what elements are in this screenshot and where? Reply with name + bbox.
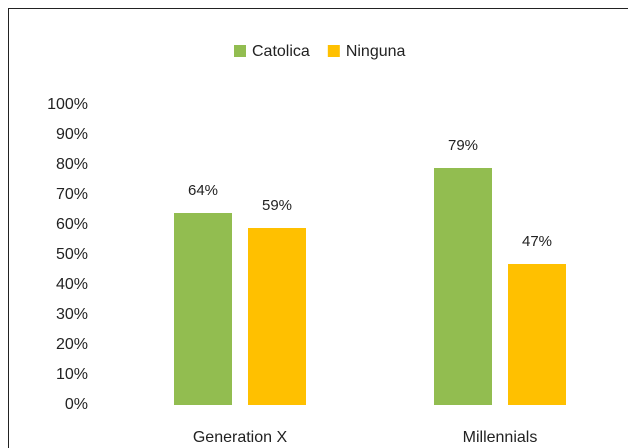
data-label: 79% — [448, 137, 478, 154]
legend-swatch — [327, 45, 340, 57]
x-tick-label: Millennials — [463, 429, 538, 446]
legend-swatch — [234, 45, 246, 57]
bar — [434, 168, 492, 405]
y-tick-label: 40% — [56, 276, 88, 293]
y-tick-label: 30% — [56, 306, 88, 323]
bar — [174, 213, 232, 405]
y-tick-label: 20% — [56, 336, 88, 353]
y-tick-label: 60% — [56, 216, 88, 233]
data-label: 59% — [262, 197, 292, 214]
bar — [508, 264, 566, 405]
y-tick-label: 50% — [56, 246, 88, 263]
y-tick-label: 0% — [65, 396, 88, 413]
y-tick-label: 70% — [56, 186, 88, 203]
legend-label: Ninguna — [346, 43, 406, 60]
y-tick-label: 10% — [56, 366, 88, 383]
x-tick-label: Generation X — [193, 429, 288, 446]
legend-label: Catolica — [252, 43, 310, 60]
y-tick-label: 90% — [56, 126, 88, 143]
y-tick-label: 80% — [56, 156, 88, 173]
bar — [248, 228, 306, 405]
y-tick-label: 100% — [47, 96, 88, 113]
data-label: 64% — [188, 182, 218, 199]
data-label: 47% — [522, 233, 552, 250]
